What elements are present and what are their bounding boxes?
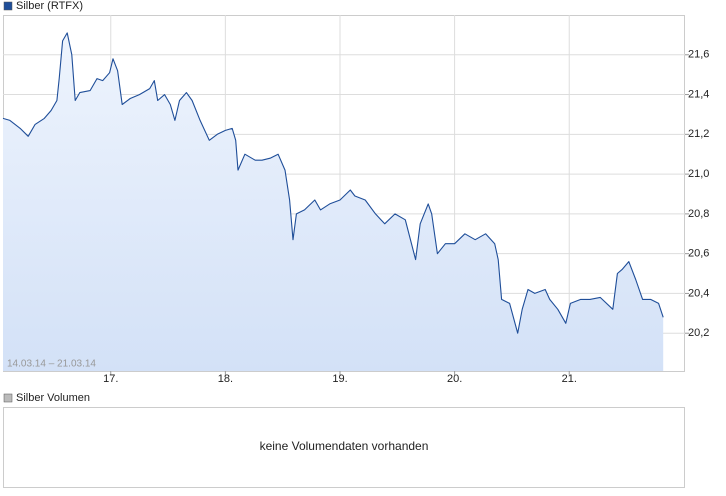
x-tick-label: 21. [562,373,577,385]
legend-label: Silber (RTFX) [16,0,83,12]
y-tick-label: 20,8 [688,208,709,220]
y-tick-label: 21,6 [688,49,709,61]
volume-legend-swatch [3,393,13,403]
legend-swatch [3,1,13,11]
volume-panel [3,407,685,488]
volume-legend-label: Silber Volumen [16,392,90,404]
y-tick-label: 21,2 [688,128,709,140]
area [3,32,664,372]
date-range: 14.03.14 – 21.03.14 [7,359,96,370]
volume-message: keine Volumendaten vorhanden [260,439,429,453]
y-tick-label: 20,4 [688,287,709,299]
x-tick-label: 19. [332,373,347,385]
y-tick-label: 20,2 [688,327,709,339]
x-tick-label: 20. [447,373,462,385]
x-tick-label: 18. [218,373,233,385]
y-tick-label: 21,0 [688,168,709,180]
x-tick-label: 17. [103,373,118,385]
y-tick-label: 21,4 [688,88,709,100]
price-line [2,32,664,334]
y-tick-label: 20,6 [688,248,709,260]
